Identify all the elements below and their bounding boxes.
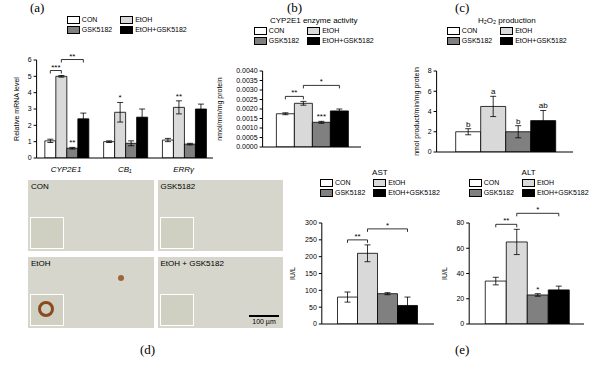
svg-text:8: 8 bbox=[428, 67, 432, 74]
svg-text:0.0030: 0.0030 bbox=[236, 86, 258, 93]
html-text:EtOH+GSK5182: EtOH+GSK5182 bbox=[322, 36, 374, 44]
svg-text:**: ** bbox=[176, 92, 182, 101]
svg-text:a: a bbox=[491, 87, 496, 96]
html-text:CON: CON bbox=[268, 27, 285, 35]
svg-text:0.0010: 0.0010 bbox=[236, 124, 258, 131]
svg-text:0: 0 bbox=[460, 320, 464, 327]
svg-text:b: b bbox=[466, 120, 471, 129]
html-text:GSK5182: GSK5182 bbox=[483, 188, 514, 196]
html-text:EtOH: EtOH bbox=[31, 259, 51, 268]
html-text:AST: AST bbox=[372, 168, 388, 177]
svg-text:0.0020: 0.0020 bbox=[236, 105, 258, 112]
svg-text:6: 6 bbox=[428, 88, 432, 95]
html-text:EtOH+GSK5182: EtOH+GSK5182 bbox=[537, 188, 589, 196]
svg-text:*: * bbox=[320, 77, 323, 86]
svg-text:4: 4 bbox=[428, 108, 432, 115]
svg-text:***: *** bbox=[317, 112, 326, 121]
svg-text:***: *** bbox=[51, 63, 60, 72]
svg-text:4: 4 bbox=[28, 89, 32, 96]
html-text:CON: CON bbox=[483, 179, 500, 187]
svg-text:**: ** bbox=[503, 216, 509, 225]
html-text:CON: CON bbox=[81, 16, 98, 24]
svg-text:5: 5 bbox=[28, 73, 32, 80]
svg-text:300: 300 bbox=[305, 219, 317, 226]
html-text:(b): (b) bbox=[287, 0, 303, 15]
html-text:CYP2E1 enzyme activity: CYP2E1 enzyme activity bbox=[270, 16, 358, 25]
svg-text:b: b bbox=[516, 117, 521, 126]
svg-text:60: 60 bbox=[456, 245, 464, 252]
svg-text:20: 20 bbox=[456, 295, 464, 302]
svg-text:1: 1 bbox=[28, 138, 32, 145]
html-text:CON: CON bbox=[334, 179, 351, 187]
html-text:CON: CON bbox=[31, 182, 49, 191]
svg-text:0.0015: 0.0015 bbox=[236, 115, 258, 122]
svg-text:nmol/min/mg protein: nmol/min/mg protein bbox=[216, 77, 224, 141]
svg-text:80: 80 bbox=[456, 219, 464, 226]
html-text:(e): (e) bbox=[455, 342, 470, 357]
svg-text:0.0035: 0.0035 bbox=[236, 77, 258, 84]
svg-text:0.0025: 0.0025 bbox=[236, 96, 258, 103]
html-text:EtOH+GSK5182: EtOH+GSK5182 bbox=[515, 36, 567, 44]
svg-text:0.0005: 0.0005 bbox=[236, 134, 258, 141]
svg-text:50: 50 bbox=[309, 304, 317, 311]
html-text:GSK5182: GSK5182 bbox=[334, 188, 366, 196]
svg-text:IU/L: IU/L bbox=[441, 267, 448, 280]
html-text:GSK5182: GSK5182 bbox=[461, 36, 493, 44]
svg-text:200: 200 bbox=[305, 253, 317, 260]
svg-text:*: * bbox=[386, 221, 389, 230]
svg-text:3: 3 bbox=[28, 105, 32, 112]
html-text:EtOH: EtOH bbox=[515, 27, 533, 35]
html-text:GSK5182: GSK5182 bbox=[160, 182, 196, 191]
html-text:GSK5182: GSK5182 bbox=[81, 25, 113, 33]
svg-text:CB₁: CB₁ bbox=[118, 165, 132, 174]
svg-text:2: 2 bbox=[28, 122, 32, 129]
html-text:EtOH+GSK5182: EtOH+GSK5182 bbox=[388, 188, 440, 196]
svg-text:ab: ab bbox=[539, 101, 548, 110]
html-text:ALT: ALT bbox=[521, 168, 536, 177]
html-text:(a): (a) bbox=[30, 0, 45, 15]
svg-text:6: 6 bbox=[28, 56, 32, 63]
svg-text:150: 150 bbox=[305, 270, 317, 277]
svg-text:**: ** bbox=[69, 138, 75, 147]
svg-text:250: 250 bbox=[305, 236, 317, 243]
html-text:EtOH+GSK5182: EtOH+GSK5182 bbox=[135, 25, 187, 33]
svg-text:0.0000: 0.0000 bbox=[236, 143, 258, 150]
svg-text:CYP2E1: CYP2E1 bbox=[51, 165, 82, 174]
svg-text:100: 100 bbox=[305, 287, 317, 294]
svg-text:*: * bbox=[536, 205, 539, 214]
svg-text:2: 2 bbox=[428, 128, 432, 135]
svg-text:Relative mRNA level: Relative mRNA level bbox=[13, 77, 20, 141]
html-text:(c): (c) bbox=[455, 0, 470, 15]
svg-text:0.0040: 0.0040 bbox=[236, 67, 258, 74]
html-text:(d): (d) bbox=[140, 342, 156, 357]
svg-text:**: ** bbox=[69, 52, 75, 61]
svg-text:*: * bbox=[536, 285, 539, 294]
html-text:H₂O₂ production: H₂O₂ production bbox=[477, 16, 536, 25]
svg-text:0: 0 bbox=[313, 320, 317, 327]
svg-text:**: ** bbox=[354, 232, 360, 241]
html-text:EtOH: EtOH bbox=[135, 16, 153, 24]
html-text:EtOH: EtOH bbox=[388, 179, 406, 187]
svg-text:nmol product/min/mg protein: nmol product/min/mg protein bbox=[413, 67, 421, 156]
svg-text:40: 40 bbox=[456, 270, 464, 277]
svg-text:*: * bbox=[119, 93, 122, 102]
html-text:GSK5182: GSK5182 bbox=[268, 36, 300, 44]
svg-text:ERRγ: ERRγ bbox=[173, 165, 195, 174]
html-text:EtOH + GSK5182: EtOH + GSK5182 bbox=[160, 259, 224, 268]
html-text:CON: CON bbox=[461, 27, 478, 35]
svg-text:0: 0 bbox=[428, 148, 432, 155]
html-text:EtOH: EtOH bbox=[537, 179, 555, 187]
svg-text:**: ** bbox=[291, 88, 297, 97]
svg-text:IU/L: IU/L bbox=[289, 267, 296, 280]
html-text:EtOH: EtOH bbox=[322, 27, 340, 35]
html-text:100 µm: 100 µm bbox=[252, 318, 276, 325]
svg-text:0: 0 bbox=[28, 154, 32, 161]
